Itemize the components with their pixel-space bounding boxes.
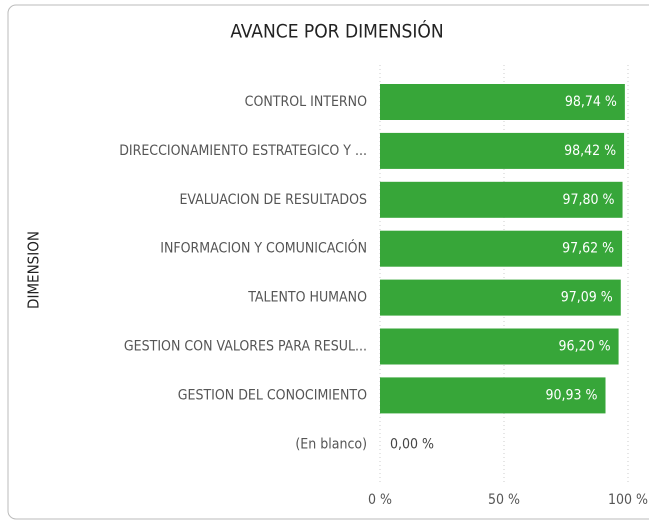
data-label: 90,93 % <box>545 387 597 403</box>
y-tick-label: CONTROL INTERNO <box>245 94 367 110</box>
bar <box>380 181 623 218</box>
bar <box>380 230 623 267</box>
data-label: 97,09 % <box>561 290 613 306</box>
x-tick-label: 100 % <box>608 492 648 508</box>
y-tick-label: EVALUACION DE RESULTADOS <box>179 192 367 208</box>
data-label: 0,00 % <box>390 436 434 452</box>
y-tick-label: (En blanco) <box>295 436 367 452</box>
bar <box>380 132 625 169</box>
data-label: 97,80 % <box>563 192 615 208</box>
y-axis-title: DIMENSION <box>25 231 43 309</box>
bar <box>380 377 606 414</box>
data-label: 98,74 % <box>565 94 617 110</box>
bar <box>380 328 619 365</box>
data-label: 97,62 % <box>562 241 614 257</box>
x-tick-label: 50 % <box>488 492 520 508</box>
data-label: 96,20 % <box>559 339 611 355</box>
y-tick-label: DIRECCIONAMIENTO ESTRATEGICO Y ... <box>119 143 367 159</box>
data-label: 98,42 % <box>564 143 616 159</box>
y-tick-label: GESTION CON VALORES PARA RESUL... <box>124 339 367 355</box>
chart-title: AVANCE POR DIMENSIÓN <box>230 19 443 43</box>
y-tick-label: INFORMACION Y COMUNICACIÓN <box>160 239 367 257</box>
bar <box>380 84 625 120</box>
bar <box>380 279 621 316</box>
y-tick-label: TALENTO HUMANO <box>247 290 367 306</box>
x-tick-label: 0 % <box>368 492 392 508</box>
y-tick-label: GESTION DEL CONOCIMIENTO <box>178 387 367 403</box>
